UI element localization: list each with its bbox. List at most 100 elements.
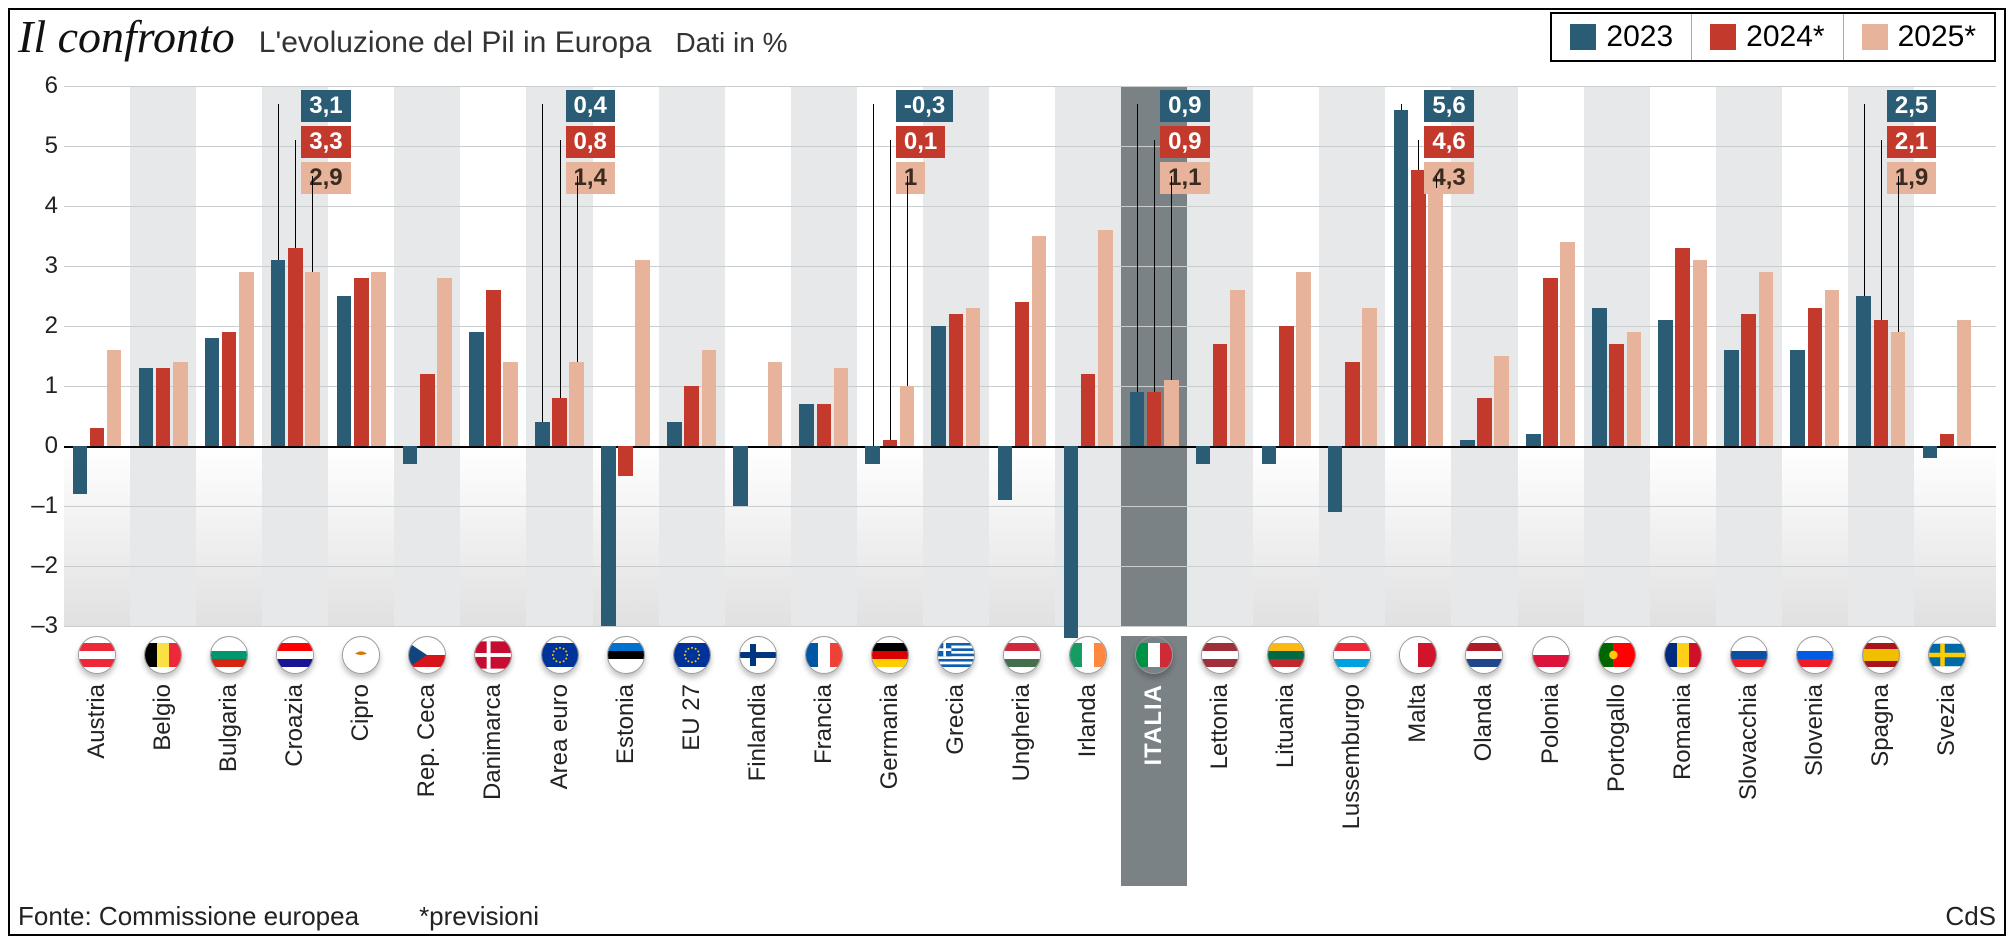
bar: [1164, 380, 1179, 446]
grid-line: [64, 206, 1996, 207]
chart-subtitle: L'evoluzione del Pil in Europa: [259, 26, 652, 60]
flag-icon: [541, 636, 579, 674]
callout-label: 4,6: [1424, 126, 1473, 158]
chart-title: Il confronto: [18, 10, 235, 63]
grid-line: [64, 86, 1996, 87]
bar: [1196, 446, 1211, 464]
y-tick-label: 0: [16, 432, 58, 460]
x-tick-label: Grecia: [942, 684, 970, 755]
callout-label: 1,4: [566, 162, 615, 194]
bar: [1213, 344, 1228, 446]
bar: [1147, 392, 1162, 446]
bar: [966, 308, 981, 446]
bar: [900, 386, 915, 446]
callout-leader: [873, 104, 874, 446]
callout-label: 0,9: [1160, 90, 1209, 122]
callout-leader: [542, 104, 543, 422]
flag-icon: [1201, 636, 1239, 674]
bar: [486, 290, 501, 446]
legend: 2023 2024* 2025*: [1550, 12, 1996, 62]
legend-swatch: [1710, 24, 1736, 50]
x-tick-label: ITALIA: [1140, 684, 1168, 766]
x-tick-label: Finlandia: [744, 684, 772, 781]
bar: [469, 332, 484, 446]
bar: [173, 362, 188, 446]
bar: [931, 326, 946, 446]
bar: [222, 332, 237, 446]
bar: [1081, 374, 1096, 446]
bar: [271, 260, 286, 446]
x-tick-label: Romania: [1669, 684, 1697, 780]
x-tick-label: Lettonia: [1206, 684, 1234, 769]
flag-icon: [1598, 636, 1636, 674]
bar: [1741, 314, 1756, 446]
bar: [768, 362, 783, 446]
x-axis: AustriaBelgioBulgariaCroaziaCiproRep. Ce…: [64, 636, 1996, 886]
x-tick-label: Area euro: [546, 684, 574, 789]
bar: [1609, 344, 1624, 446]
flag-icon: [739, 636, 777, 674]
bar: [139, 368, 154, 446]
footer: Fonte: Commissione europea *previsioni C…: [18, 901, 1996, 932]
bar: [403, 446, 418, 464]
grid-line: [64, 566, 1996, 567]
callout-leader: [278, 104, 279, 260]
callout-leader: [1171, 176, 1172, 380]
flag-icon: [871, 636, 909, 674]
callout-label: 4,3: [1424, 162, 1473, 194]
bar: [1328, 446, 1343, 512]
bar: [1362, 308, 1377, 446]
bar: [865, 446, 880, 464]
bar: [618, 446, 633, 476]
callout-leader: [890, 140, 891, 440]
chart-unit: Dati in %: [675, 27, 787, 59]
legend-label: 2024*: [1746, 20, 1824, 54]
x-tick-label: Slovacchia: [1735, 684, 1763, 800]
callout-label: 0,9: [1160, 126, 1209, 158]
flag-icon: [1796, 636, 1834, 674]
bar: [1957, 320, 1972, 446]
bar: [503, 362, 518, 446]
bar: [702, 350, 717, 446]
x-tick-label: Francia: [810, 684, 838, 764]
x-tick-label: Olanda: [1470, 684, 1498, 761]
bar: [337, 296, 352, 446]
bar: [73, 446, 88, 494]
bar: [834, 368, 849, 446]
bar: [535, 422, 550, 446]
flag-icon: [1862, 636, 1900, 674]
flag-icon: [408, 636, 446, 674]
bar: [949, 314, 964, 446]
callout-leader: [1864, 104, 1865, 296]
bar: [569, 362, 584, 446]
grid-line: [64, 146, 1996, 147]
legend-item: 2025*: [1843, 14, 1994, 60]
x-tick-label: Danimarca: [479, 684, 507, 800]
x-tick-label: Cipro: [347, 684, 375, 741]
bar: [1230, 290, 1245, 446]
bar: [1658, 320, 1673, 446]
bar: [1693, 260, 1708, 446]
plot-area: –3–2–101234563,13,32,90,40,81,4-0,30,110…: [64, 86, 1996, 626]
bar: [1808, 308, 1823, 446]
x-tick-label: Belgio: [149, 684, 177, 751]
y-tick-label: 5: [16, 132, 58, 160]
bar: [733, 446, 748, 506]
bar: [552, 398, 567, 446]
callout-leader: [560, 140, 561, 398]
callout-label: 2,5: [1887, 90, 1936, 122]
bar: [1345, 362, 1360, 446]
legend-item: 2024*: [1691, 14, 1842, 60]
bar: [998, 446, 1013, 500]
bar: [1032, 236, 1047, 446]
callout-leader: [907, 176, 908, 386]
x-tick-label: EU 27: [678, 684, 706, 751]
x-tick-label: Germania: [876, 684, 904, 789]
bar: [1560, 242, 1575, 446]
bar: [1015, 302, 1030, 446]
legend-item: 2023: [1552, 14, 1691, 60]
callout-label: 2,9: [301, 162, 350, 194]
bar: [635, 260, 650, 446]
bar: [420, 374, 435, 446]
callout-label: 2,1: [1887, 126, 1936, 158]
